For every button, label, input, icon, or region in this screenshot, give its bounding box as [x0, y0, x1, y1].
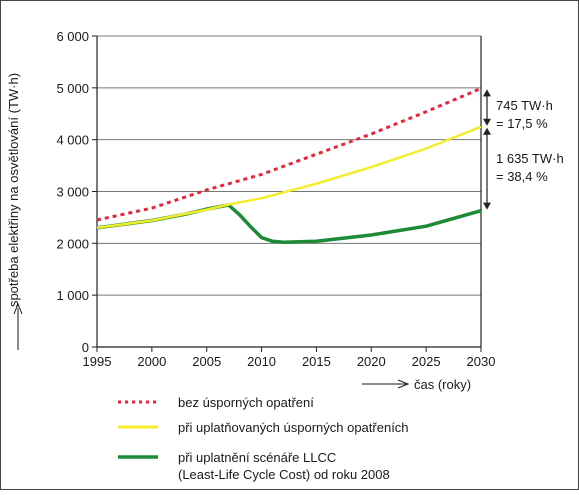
- x-tick-label: 2010: [247, 354, 276, 369]
- annotation-1-line2: = 17,5 %: [496, 116, 548, 131]
- annotation-1-line1: 745 TW·h: [496, 98, 553, 113]
- y-tick-label: 4 000: [56, 133, 89, 148]
- legend-label-no-measures: bez úsporných opatření: [178, 395, 314, 410]
- y-tick-label: 3 000: [56, 185, 89, 200]
- x-tick-label: 2020: [357, 354, 386, 369]
- y-axis-label: spotřeba elektřiny na osvětlování (TW·h): [6, 73, 21, 307]
- x-axis-label: čas (roky): [414, 377, 471, 392]
- legend-label-current-measures: při uplatňovaných úsporných opatřeních: [178, 420, 409, 435]
- x-tick-label: 2025: [412, 354, 441, 369]
- annotation-2-line2: = 38,4 %: [496, 169, 548, 184]
- y-tick-label: 0: [82, 340, 89, 355]
- y-tick-label: 5 000: [56, 81, 89, 96]
- y-tick-label: 6 000: [56, 29, 89, 44]
- x-tick-label: 1995: [83, 354, 112, 369]
- x-tick-label: 2000: [137, 354, 166, 369]
- annotation-2-line1: 1 635 TW·h: [496, 151, 564, 166]
- x-tick-label: 2030: [467, 354, 496, 369]
- legend-label-llcc: při uplatnění scénáře LLCC: [178, 450, 336, 465]
- y-tick-label: 2 000: [56, 236, 89, 251]
- x-tick-label: 2015: [302, 354, 331, 369]
- y-tick-label: 1 000: [56, 288, 89, 303]
- legend-label-llcc-line2: (Least-Life Cycle Cost) od roku 2008: [178, 467, 390, 482]
- x-tick-label: 2005: [192, 354, 221, 369]
